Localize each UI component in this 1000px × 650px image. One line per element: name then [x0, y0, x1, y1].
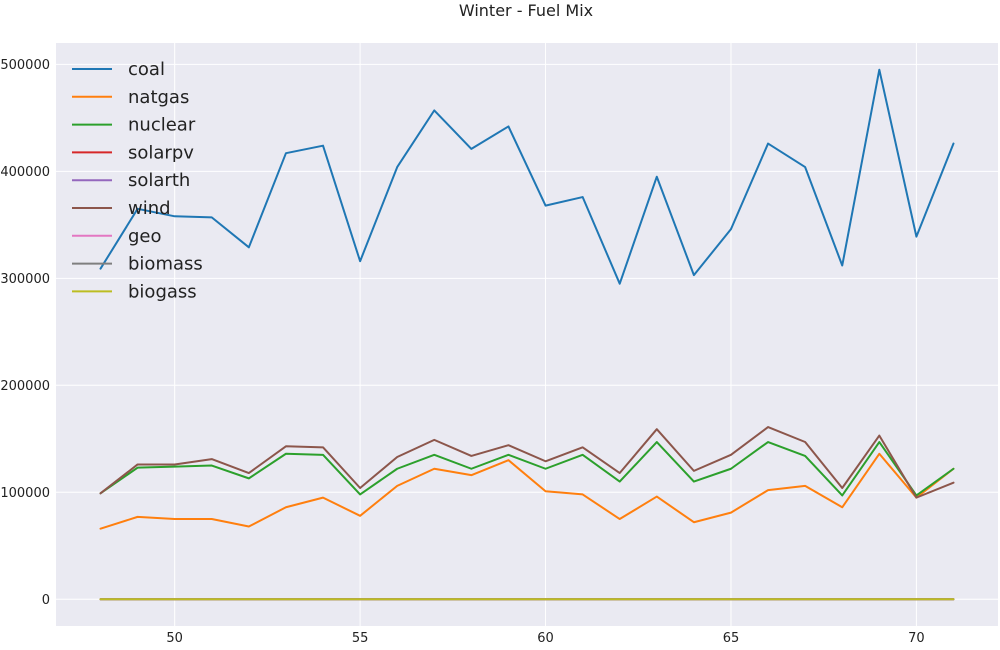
x-tick-label: 55 — [352, 631, 369, 646]
y-tick-label: 300000 — [0, 272, 50, 287]
legend-label: coal — [128, 59, 165, 80]
series-lines — [99, 68, 955, 601]
legend-item-solarth: solarth — [72, 170, 190, 191]
axis-ticks: 50 55 60 65 70 0 100000 200000 300000 400000 50000… — [0, 58, 924, 646]
legend-label: solarth — [128, 170, 190, 191]
legend: coal natgas nuclear solarpv solarth wind geo bi… — [72, 59, 203, 302]
legend-item-geo: geo — [72, 226, 162, 247]
legend-label: biomass — [128, 254, 203, 275]
y-tick-label: 200000 — [0, 379, 50, 394]
y-tick-label: 100000 — [0, 486, 50, 501]
legend-label: wind — [128, 198, 171, 219]
legend-item-natgas: natgas — [72, 87, 189, 108]
series-line-wind — [99, 426, 955, 499]
y-tick-label: 0 — [42, 593, 50, 608]
legend-label: geo — [128, 226, 162, 247]
legend-item-wind: wind — [72, 198, 171, 219]
legend-item-nuclear: nuclear — [72, 115, 196, 136]
legend-label: biogass — [128, 281, 197, 302]
legend-label: solarpv — [128, 142, 194, 163]
legend-label: nuclear — [128, 115, 196, 136]
plot-area — [56, 43, 998, 626]
legend-item-biogass: biogass — [72, 281, 197, 302]
x-tick-label: 65 — [723, 631, 740, 646]
y-tick-label: 400000 — [0, 165, 50, 180]
legend-item-coal: coal — [72, 59, 165, 80]
legend-item-biomass: biomass — [72, 254, 203, 275]
x-tick-label: 50 — [166, 631, 183, 646]
legend-label: natgas — [128, 87, 189, 108]
x-tick-label: 70 — [908, 631, 925, 646]
chart-title: Winter - Fuel Mix — [459, 1, 593, 20]
y-tick-label: 500000 — [0, 58, 50, 73]
legend-item-solarpv: solarpv — [72, 142, 194, 163]
series-line-coal — [99, 68, 955, 285]
series-line-natgas — [99, 452, 955, 530]
x-tick-label: 60 — [537, 631, 554, 646]
series-line-nuclear — [99, 441, 955, 497]
